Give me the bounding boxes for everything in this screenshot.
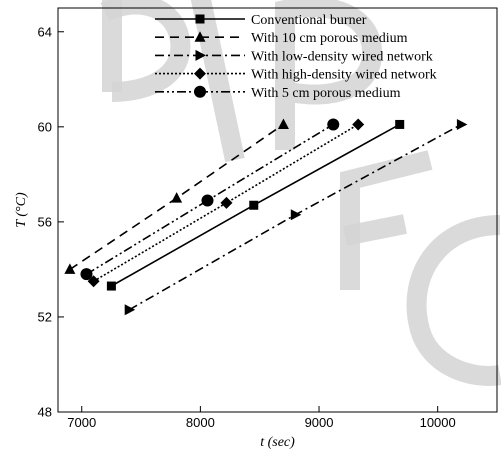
legend: Conventional burner With 10 cm porous med… bbox=[155, 13, 437, 101]
y-tick-label: 64 bbox=[38, 24, 52, 39]
data-point bbox=[277, 118, 289, 129]
data-point bbox=[352, 118, 365, 131]
series-layer bbox=[64, 118, 468, 316]
series-3 bbox=[124, 118, 468, 316]
watermark bbox=[100, 0, 501, 386]
legend-entry: With low-density wired network bbox=[251, 49, 433, 64]
x-axis-label: t (sec) bbox=[260, 435, 295, 450]
legend-marker bbox=[195, 14, 205, 24]
x-tick-label: 8000 bbox=[186, 415, 215, 430]
x-axis: 7000 8000 9000 10000 bbox=[67, 406, 456, 430]
data-point bbox=[171, 192, 183, 203]
y-axis: 48 52 56 60 64 bbox=[38, 24, 64, 420]
legend-marker bbox=[194, 67, 206, 80]
legend-entry: With 10 cm porous medium bbox=[251, 31, 408, 46]
legend-marker bbox=[195, 49, 206, 61]
y-tick-label: 52 bbox=[38, 309, 52, 324]
data-point bbox=[80, 268, 93, 281]
plot-area: 7000 8000 9000 10000 48 52 56 60 64 bbox=[38, 7, 498, 430]
plot-frame bbox=[57, 7, 498, 413]
series-1 bbox=[106, 119, 405, 291]
data-point bbox=[201, 194, 214, 207]
data-point bbox=[327, 118, 340, 131]
legend-marker bbox=[194, 31, 206, 42]
y-axis-label: T (°C) bbox=[14, 192, 29, 228]
legend-entry: Conventional burner bbox=[251, 13, 367, 28]
data-point bbox=[249, 200, 259, 210]
series-line bbox=[93, 123, 359, 282]
data-point bbox=[220, 196, 233, 209]
y-tick-label: 56 bbox=[38, 214, 52, 229]
data-point bbox=[64, 263, 76, 274]
legend-entry: With high-density wired network bbox=[251, 68, 437, 83]
y-tick-label: 48 bbox=[38, 405, 52, 420]
legend-marker bbox=[194, 85, 206, 98]
legend-entry: With 5 cm porous medium bbox=[251, 86, 401, 101]
y-tick-label: 60 bbox=[38, 119, 52, 134]
series-line bbox=[86, 123, 334, 275]
series-5 bbox=[80, 118, 340, 281]
series-2 bbox=[64, 118, 289, 274]
x-tick-label: 10000 bbox=[420, 415, 456, 430]
data-point bbox=[456, 118, 468, 130]
x-tick-label: 9000 bbox=[305, 415, 334, 430]
data-point bbox=[106, 281, 116, 291]
x-tick-label: 7000 bbox=[67, 415, 96, 430]
data-point bbox=[290, 209, 302, 221]
data-point bbox=[124, 304, 136, 316]
data-point bbox=[395, 119, 405, 129]
